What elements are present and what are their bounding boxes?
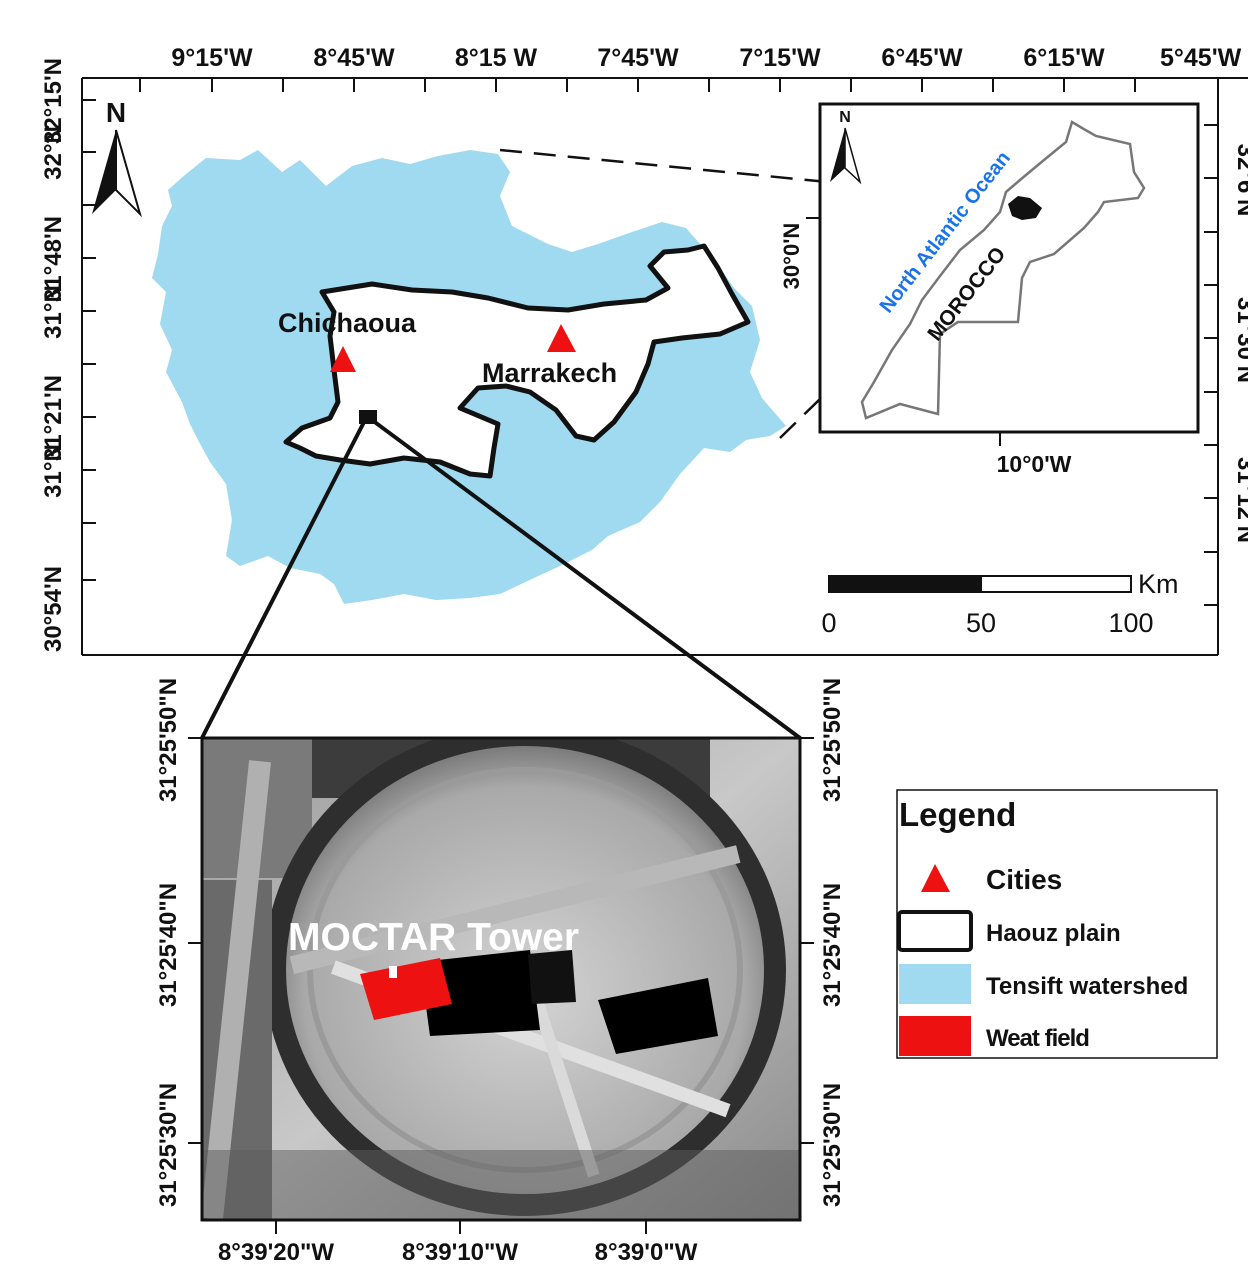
legend-watershed-symbol — [899, 964, 971, 1004]
lon-label-3: 8°15 W — [455, 44, 538, 72]
detail-right-lat-1: 31°25'50"N — [819, 678, 846, 802]
main-map: 9°15'W 8°45'W 8°15 W 7°45'W 7°15'W 6°45'… — [40, 44, 1248, 740]
inset-north-label: N — [839, 109, 851, 126]
moctar-tower-marker — [389, 966, 397, 978]
right-lat-labels: 32°6'N 31°30'N 31°12'N — [1232, 144, 1248, 543]
zoom-line-left — [200, 421, 366, 739]
tower-label: MOCTAR Tower — [288, 916, 579, 959]
right-lat-label-1: 32°6'N — [1232, 144, 1248, 217]
scale-label-50: 50 — [966, 608, 996, 638]
inset-lat-label: 30°0'N — [779, 223, 804, 290]
scale-unit: Km — [1138, 569, 1179, 599]
lat-label-4: 31°N — [40, 285, 67, 339]
satellite-image: MOCTAR Tower — [202, 738, 800, 1220]
morocco-outline — [860, 120, 1146, 420]
lon-label-4: 7°45'W — [597, 44, 679, 72]
lon-label-8: 5°45'W — [1160, 44, 1242, 72]
inset-north-arrow-icon: N — [830, 109, 862, 185]
top-ticks — [139, 78, 1136, 92]
scale-label-0: 0 — [821, 608, 836, 638]
legend-wheat-symbol — [899, 1016, 971, 1056]
detail-left-lat-3: 31°25'30"N — [155, 1083, 182, 1207]
detail-left-lat-1: 31°25'50"N — [155, 678, 182, 802]
right-lat-label-2: 31°30'N — [1232, 297, 1248, 383]
haouz-plain — [283, 243, 751, 479]
lon-label-5: 7°15'W — [739, 44, 821, 72]
detail-lon-3: 8°39'0"W — [595, 1239, 698, 1266]
zoom-line-right — [370, 418, 802, 740]
legend-haouz-symbol — [897, 910, 973, 952]
left-ticks — [82, 99, 96, 581]
city-label-chichaoua: Chichaoua — [278, 308, 417, 338]
detail-map: MOCTAR Tower 31°25'50"N 31°25'40"N 31°25… — [155, 678, 846, 1266]
lat-label-1: 32°15'N — [40, 58, 67, 144]
left-lat-labels: 32°15'N 32°N 31°48'N 31°N 31°21'N 31°N 3… — [40, 58, 67, 652]
scale-bar: Km 0 50 100 — [821, 569, 1178, 638]
lat-label-6: 31°N — [40, 444, 67, 498]
inset-lon-label: 10°0'W — [997, 451, 1072, 477]
inset-watershed-marker — [1008, 196, 1042, 220]
detail-lon-1: 8°39'20"W — [218, 1239, 334, 1266]
legend-watershed-label: Tensift watershed — [986, 973, 1188, 1000]
right-lat-label-3: 31°12'N — [1232, 457, 1248, 543]
lon-label-2: 8°45'W — [313, 44, 395, 72]
top-lon-labels: 9°15'W 8°45'W 8°15 W 7°45'W 7°15'W 6°45'… — [171, 44, 1241, 72]
legend-wheat-label: Weat field — [986, 1025, 1089, 1052]
wheat-field — [360, 958, 452, 1020]
legend-cities-symbol — [921, 864, 950, 892]
legend-haouz-label: Haouz plain — [986, 920, 1121, 947]
detail-left-lat-2: 31°25'40"N — [155, 883, 182, 1007]
lon-label-7: 6°15'W — [1023, 44, 1105, 72]
detail-right-lat-3: 31°25'30"N — [819, 1083, 846, 1207]
inset-map: N 30°0'N 10°0'W North Atlantic Ocean MOR… — [779, 102, 1200, 477]
city-triangle-marrakech — [547, 324, 576, 352]
north-arrow-label: N — [106, 97, 126, 128]
legend-title: Legend — [899, 796, 1016, 833]
lat-label-2: 32°N — [40, 126, 67, 180]
lat-label-3: 31°48'N — [40, 216, 67, 302]
city-triangle-chichaoua — [330, 346, 356, 372]
north-arrow-icon: N — [92, 97, 143, 218]
city-label-marrakech: Marrakech — [482, 358, 617, 388]
lat-label-5: 31°21'N — [40, 375, 67, 461]
right-ticks — [1204, 124, 1218, 606]
legend-cities-label: Cities — [986, 864, 1062, 895]
detail-right-lat-2: 31°25'40"N — [819, 883, 846, 1007]
detail-lon-2: 8°39'10"W — [402, 1239, 518, 1266]
scale-label-100: 100 — [1108, 608, 1153, 638]
lon-label-1: 9°15'W — [171, 44, 253, 72]
legend: Legend Cities Haouz plain Tensift waters… — [896, 789, 1218, 1059]
lat-label-7: 30°54'N — [40, 566, 67, 652]
lon-label-6: 6°45'W — [881, 44, 963, 72]
